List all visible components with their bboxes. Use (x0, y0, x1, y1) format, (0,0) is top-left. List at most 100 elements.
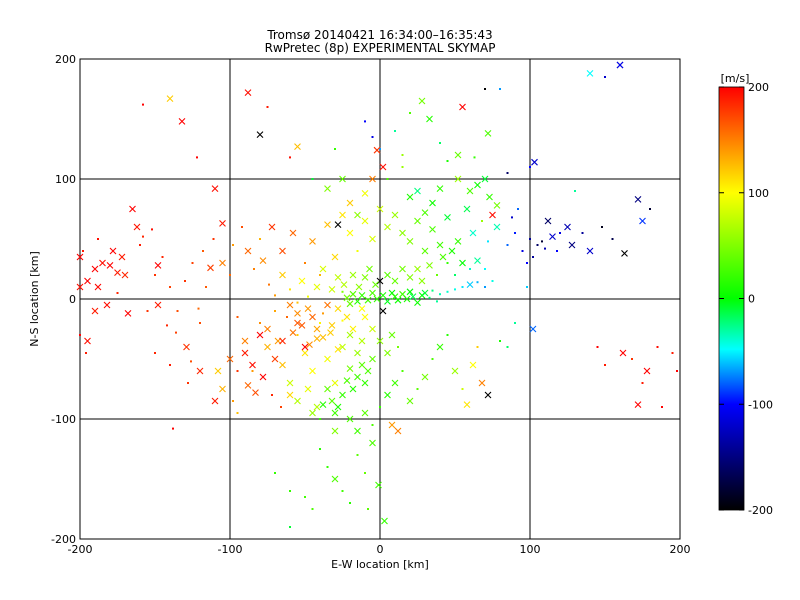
axis-ticks: -200 -100 0 100 200 -200 -100 0 100 200 (51, 53, 690, 556)
data-point-dot (154, 352, 156, 354)
data-point-x (354, 211, 361, 219)
data-point-dot (661, 406, 663, 408)
data-point-dot (236, 316, 239, 318)
data-point-dot (556, 250, 558, 252)
data-point-x (388, 421, 396, 429)
data-point-x (259, 373, 267, 381)
data-point-x (84, 337, 91, 345)
y-tick-label: -100 (51, 413, 76, 426)
data-point-x (328, 397, 336, 405)
data-point-x (436, 241, 444, 249)
data-point-x (643, 367, 651, 375)
data-point-x (121, 271, 129, 279)
colorbar-tick-label: -200 (748, 504, 773, 517)
data-point-dot (544, 247, 546, 250)
data-point-dot (641, 382, 644, 384)
y-tick-label: -200 (51, 533, 76, 546)
data-point-x (531, 158, 538, 166)
x-tick-label: -200 (68, 543, 93, 556)
data-point-dot (319, 448, 321, 450)
data-point-x (379, 307, 387, 315)
colorbar-tick-label: -100 (748, 398, 773, 411)
data-point-dot (676, 370, 678, 372)
data-point-x (403, 295, 411, 303)
data-point-x (529, 325, 537, 333)
data-point-dot (319, 274, 321, 276)
data-point-x (354, 427, 361, 435)
data-point-x (621, 250, 628, 257)
data-point-dot (596, 346, 599, 348)
data-point-dot (356, 250, 359, 252)
data-point-dot (199, 322, 201, 324)
data-point-dot (166, 324, 168, 327)
data-point-x (76, 253, 84, 261)
x-axis-label: E-W location [km] (331, 558, 429, 571)
data-point-x (313, 403, 321, 411)
data-point-dot (97, 238, 99, 240)
data-point-dot (319, 418, 321, 420)
data-point-dot (499, 340, 501, 342)
data-point-x (94, 283, 102, 291)
data-point-x (361, 313, 369, 321)
data-point-x (564, 223, 571, 231)
data-point-x (478, 379, 486, 387)
data-point-dot (349, 502, 351, 504)
data-point-dot (469, 268, 471, 270)
data-point-x (286, 301, 294, 309)
data-point-x (219, 385, 226, 393)
data-point-dot (311, 508, 314, 510)
data-point-x (586, 70, 594, 77)
data-point-dot (394, 130, 396, 132)
data-point-dot (274, 472, 276, 474)
data-point-x (294, 397, 301, 405)
data-point-x (361, 190, 369, 197)
data-point-x (361, 379, 369, 387)
y-axis-label: N-S location [km] (28, 251, 41, 347)
data-point-dot (274, 310, 276, 312)
data-point-dot (202, 250, 204, 252)
data-point-dot (541, 240, 543, 243)
data-point-dot (484, 286, 486, 288)
data-point-x (259, 257, 267, 264)
data-point-dot (229, 274, 231, 276)
data-point-x (304, 305, 312, 312)
data-point-x (358, 337, 366, 345)
data-point-x (406, 193, 414, 201)
data-point-dot (526, 286, 528, 288)
data-point-x (493, 202, 501, 209)
data-point-x (369, 325, 376, 333)
data-point-dot (241, 226, 243, 228)
data-point-x (454, 175, 462, 183)
data-point-x (639, 217, 646, 225)
data-point-dot (506, 172, 509, 174)
data-point-dot (280, 406, 282, 408)
data-point-x (331, 379, 339, 387)
data-point-x (309, 367, 316, 375)
data-point-x (364, 296, 372, 304)
data-point-x (84, 277, 91, 285)
data-point-x (394, 296, 402, 304)
data-point-x (346, 365, 354, 372)
data-point-dot (454, 274, 456, 276)
data-point-x (219, 259, 226, 267)
data-point-dot (232, 400, 234, 402)
data-point-dot (251, 370, 254, 372)
data-point-dot (506, 346, 509, 348)
data-point-dot (481, 220, 483, 222)
data-point-dot (311, 178, 314, 180)
data-point-x (178, 118, 186, 125)
data-point-x (391, 379, 399, 387)
data-point-x (484, 391, 492, 399)
data-point-dot (286, 316, 288, 318)
data-point-x (313, 335, 321, 342)
data-point-x (486, 193, 493, 201)
data-point-x (361, 409, 369, 417)
data-point-x (99, 259, 106, 267)
data-point-x (466, 187, 474, 195)
data-point-dot (514, 232, 516, 234)
data-point-dot (326, 466, 329, 468)
data-point-x (414, 299, 421, 306)
data-point-x (384, 349, 391, 357)
data-point-dot (521, 250, 524, 252)
